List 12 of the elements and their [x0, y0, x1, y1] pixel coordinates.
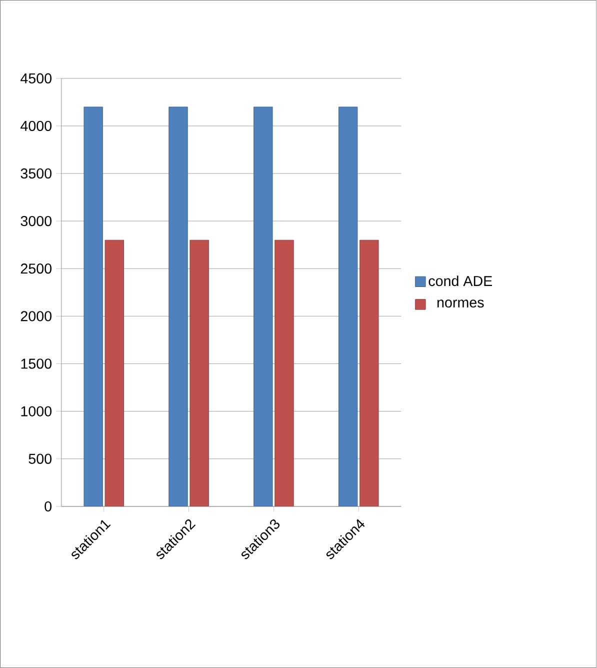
y-tick-label: 2000 — [21, 311, 52, 322]
y-tick-label: 1000 — [21, 406, 52, 416]
legend-label: cond ADE — [428, 276, 492, 286]
y-tick-label: 3500 — [20, 168, 52, 179]
y-tick-label: 3000 — [20, 216, 52, 226]
y-tick-label: 2500 — [21, 264, 52, 274]
y-tick-label: 1500 — [21, 358, 52, 369]
y-tick-label: 4000 — [20, 120, 52, 131]
y-tick-label: 4500 — [20, 73, 52, 84]
legend-label: normes — [438, 300, 484, 308]
y-tick-label: 500 — [28, 454, 52, 464]
y-tick-label: 0 — [44, 501, 52, 512]
